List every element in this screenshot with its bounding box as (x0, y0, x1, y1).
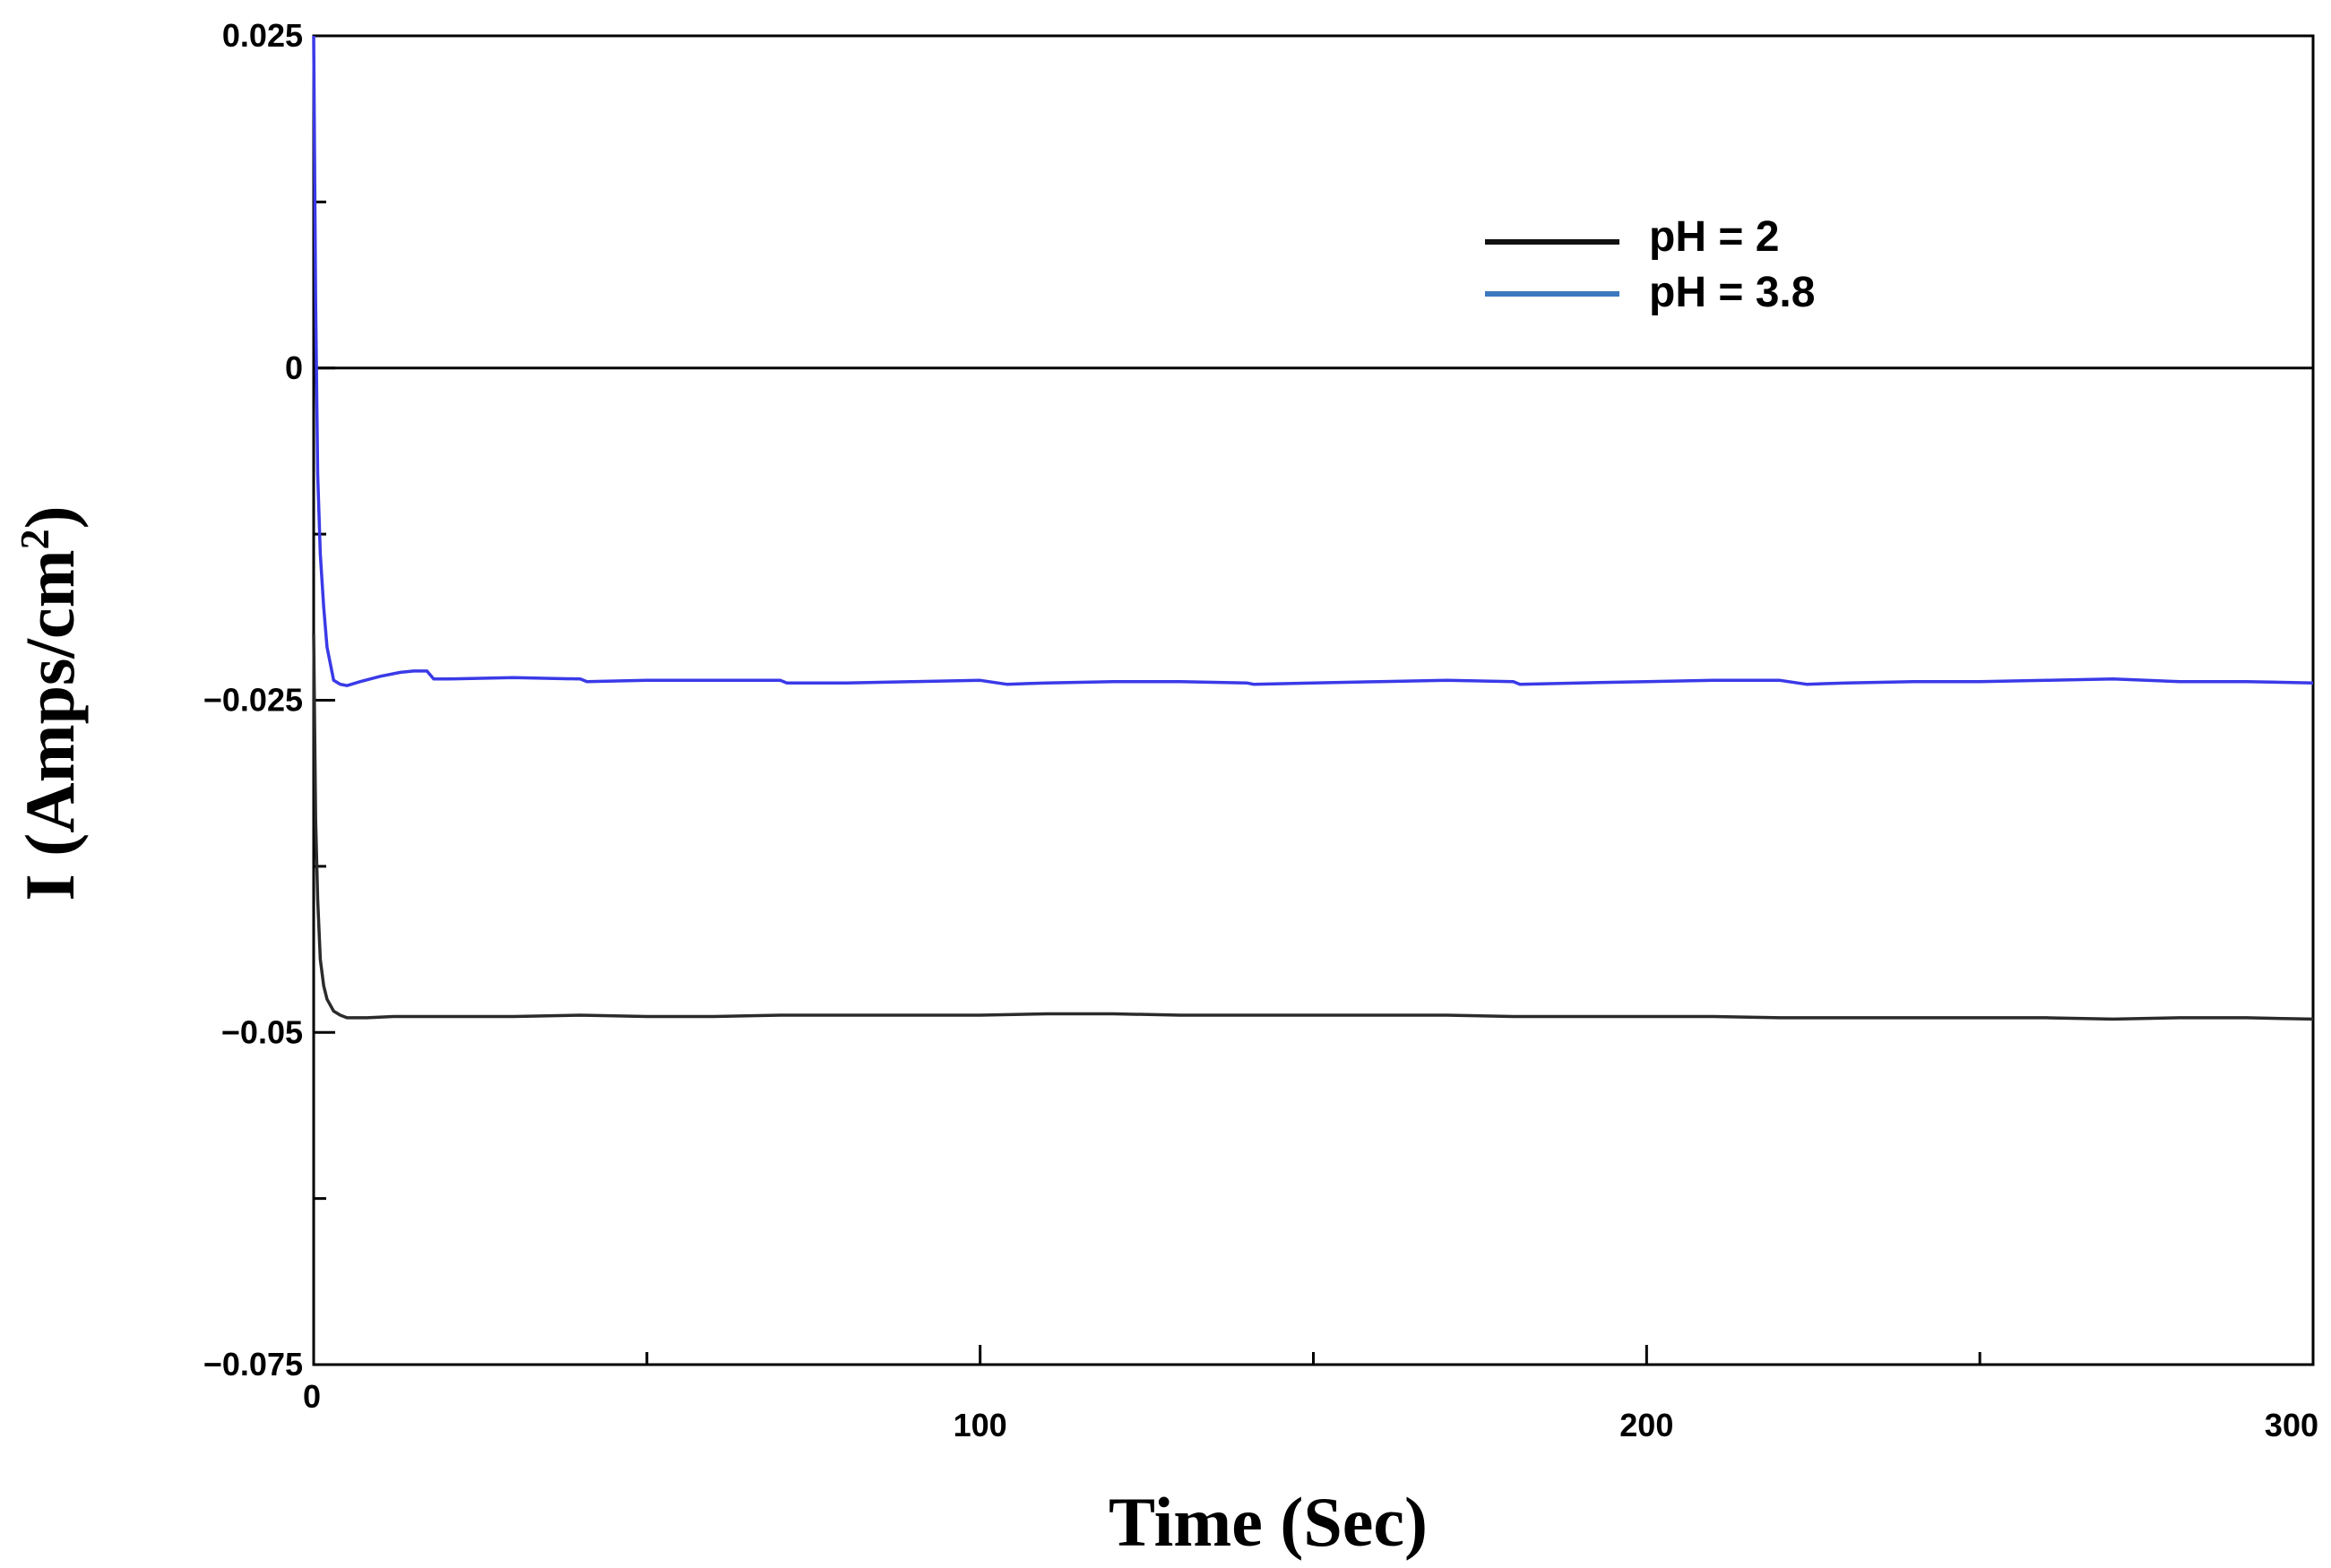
y-tick-label: −0.05 (221, 1013, 303, 1050)
x-tick-label: 0 (303, 1378, 321, 1415)
y-tick-label: −0.025 (203, 682, 303, 719)
y-axis-title-suffix: ) (11, 505, 89, 529)
legend-label-ph-2: pH = 2 (1649, 213, 1779, 261)
x-axis-title: Time (Sec) (1109, 1483, 1428, 1561)
legend-label-ph-3-8: pH = 3.8 (1649, 269, 1815, 316)
y-axis-title-main: I (Amps/cm (11, 549, 89, 900)
y-axis-title-superscript: 2 (12, 529, 57, 549)
y-tick-label: 0.025 (222, 17, 303, 54)
y-tick-label: −0.075 (203, 1346, 303, 1383)
series-line-ph-3-8 (312, 35, 2314, 687)
y-tick-label: 0 (285, 349, 303, 386)
legend: pH = 2 pH = 3.8 (1485, 213, 1815, 316)
y-axis-title: I (Amps/cm2) (11, 505, 89, 900)
x-tick-label: 300 (2265, 1407, 2318, 1443)
x-tick-label: 100 (954, 1407, 1007, 1443)
series-line-ph-2 (312, 633, 2314, 1021)
x-tick-label: 200 (1619, 1407, 1673, 1443)
